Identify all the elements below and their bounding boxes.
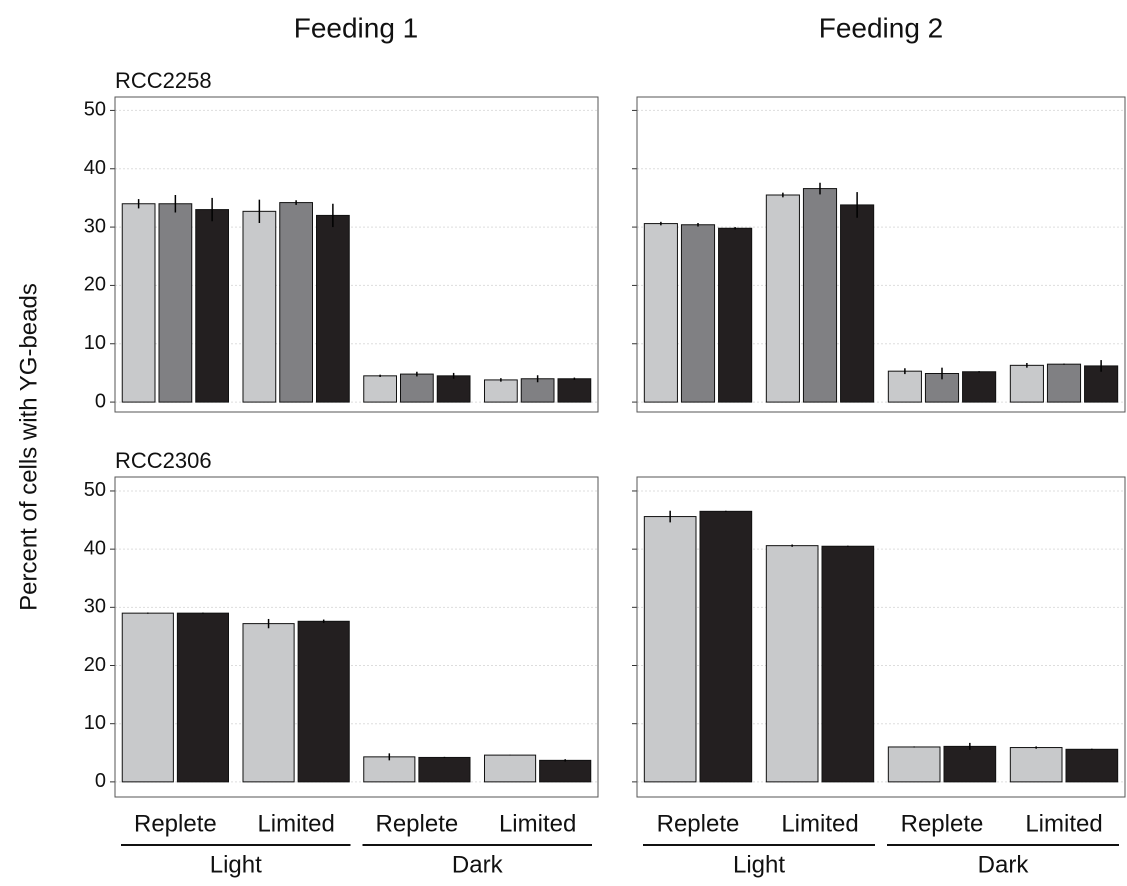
bar <box>242 623 295 783</box>
panel-border <box>636 96 1126 413</box>
bar <box>821 545 875 783</box>
bar <box>765 545 819 783</box>
bar <box>802 188 838 403</box>
bar <box>363 375 397 403</box>
column-title: Feeding 1 <box>294 12 419 43</box>
y-tick-label: 0 <box>95 770 106 792</box>
bar <box>316 214 350 403</box>
x-tick-label: Replete <box>134 810 217 837</box>
bar <box>1009 747 1063 783</box>
bar <box>1009 364 1044 403</box>
bar <box>297 620 350 783</box>
bar <box>483 754 537 783</box>
bar <box>718 227 753 403</box>
x-tick-label: Limited <box>781 810 858 837</box>
x-tick-label: Limited <box>1025 810 1102 837</box>
y-tick-label: 10 <box>84 332 106 354</box>
y-tick-label: 50 <box>84 479 106 501</box>
panel-border <box>114 96 599 413</box>
bar <box>887 370 922 403</box>
y-tick-label: 20 <box>84 654 106 676</box>
bar <box>699 510 753 783</box>
bar <box>242 210 277 403</box>
y-axis-label: Percent of cells with YG-beads <box>15 283 42 611</box>
y-tick-label: 50 <box>84 99 106 121</box>
bar <box>195 209 230 403</box>
y-tick-label: 0 <box>95 390 106 412</box>
bar <box>418 756 471 783</box>
bar <box>1046 363 1082 403</box>
bar <box>840 204 875 403</box>
bar <box>363 756 416 783</box>
panel-border <box>114 476 599 798</box>
y-tick-label: 20 <box>84 274 106 296</box>
bar <box>1084 365 1119 403</box>
group-label: Dark <box>452 851 504 878</box>
bar <box>158 203 193 403</box>
bar <box>399 373 434 403</box>
x-tick-label: Limited <box>257 810 334 837</box>
bar <box>121 203 156 403</box>
x-tick-label: Replete <box>657 810 740 837</box>
bar <box>436 375 471 403</box>
bar <box>680 224 716 403</box>
y-tick-label: 30 <box>84 596 106 618</box>
bar <box>643 223 678 403</box>
bar <box>765 194 800 403</box>
bar <box>279 202 314 403</box>
bar <box>483 379 518 403</box>
bar <box>121 612 174 783</box>
bar <box>176 612 230 783</box>
bar <box>643 516 697 783</box>
y-tick-label: 40 <box>84 157 106 179</box>
bar <box>943 745 997 783</box>
bar <box>962 371 997 403</box>
bar <box>1065 748 1119 783</box>
x-tick-label: Limited <box>499 810 576 837</box>
bar <box>557 378 592 403</box>
y-tick-label: 30 <box>84 215 106 237</box>
bar <box>539 759 592 783</box>
panel-border <box>636 476 1126 798</box>
group-label: Light <box>210 851 262 878</box>
bar <box>887 746 941 783</box>
panel-title: RCC2306 <box>115 448 212 473</box>
column-title: Feeding 2 <box>819 12 944 43</box>
group-label: Light <box>733 851 785 878</box>
x-tick-label: Replete <box>901 810 984 837</box>
x-tick-label: Replete <box>376 810 459 837</box>
panel-title: RCC2258 <box>115 68 212 93</box>
y-tick-label: 10 <box>84 712 106 734</box>
y-tick-label: 40 <box>84 537 106 559</box>
group-label: Dark <box>978 851 1030 878</box>
